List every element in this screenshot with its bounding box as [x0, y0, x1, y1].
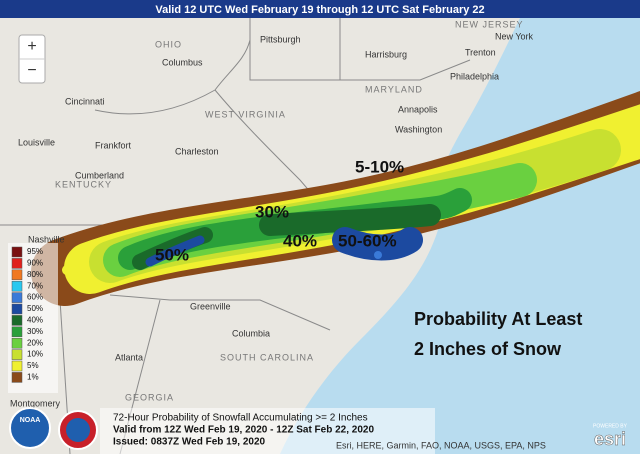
- legend-swatch: [11, 292, 23, 303]
- city-label: Harrisburg: [365, 49, 407, 59]
- legend-label: 90%: [27, 259, 43, 268]
- state-label: SOUTH CAROLINA: [220, 352, 314, 362]
- zoom-in[interactable]: +: [27, 38, 36, 55]
- contour-label: 50%: [155, 245, 189, 264]
- legend-label: 10%: [27, 350, 43, 359]
- legend-label: 20%: [27, 338, 43, 347]
- city-label: Montgomery: [10, 398, 61, 408]
- zoom-control[interactable]: + −: [18, 34, 46, 84]
- legend-swatch: [11, 280, 23, 292]
- overlay-title: 2 Inches of Snow: [414, 339, 562, 359]
- city-label: Cincinnati: [65, 96, 105, 106]
- noaa-text: NOAA: [20, 417, 41, 424]
- legend-swatch: [11, 372, 23, 383]
- city-label: Frankfort: [95, 140, 132, 150]
- legend-swatch: [11, 258, 23, 269]
- city-label: Greenville: [190, 301, 231, 311]
- legend-label: 5%: [27, 361, 39, 370]
- state-label: MARYLAND: [365, 84, 423, 94]
- legend-swatch: [11, 269, 23, 281]
- legend-label: 70%: [27, 281, 43, 290]
- city-label: Washington: [395, 124, 442, 134]
- legend-swatch: [11, 360, 23, 372]
- legend-label: 40%: [27, 316, 43, 325]
- nws-logo-inner: [66, 418, 90, 442]
- noaa-logo: [9, 407, 51, 449]
- contour-label: 5-10%: [355, 157, 404, 176]
- attribution: Esri, HERE, Garmin, FAO, NOAA, USGS, EPA…: [336, 440, 546, 450]
- state-label: GEORGIA: [125, 392, 174, 402]
- zoom-out[interactable]: −: [27, 62, 36, 79]
- state-label: NEW JERSEY: [455, 19, 524, 29]
- legend-label: 95%: [27, 247, 43, 256]
- legend: 95% 90% 80% 70% 60% 50% 40% 30% 20% 10% 5% 1%: [11, 246, 43, 383]
- overlay-title: Probability At Least: [414, 309, 582, 329]
- city-label: Columbia: [232, 328, 270, 338]
- legend-label: 60%: [27, 293, 43, 302]
- city-label: Cumberland: [75, 170, 124, 180]
- state-label: OHIO: [155, 39, 182, 49]
- legend-swatch: [11, 349, 23, 360]
- contour-label: 40%: [283, 231, 317, 250]
- contour-label: 30%: [255, 202, 289, 221]
- legend-swatch: [11, 246, 23, 258]
- city-label: Charleston: [175, 146, 219, 156]
- header-text: Valid 12 UTC Wed February 19 through 12 …: [155, 4, 484, 16]
- legend-label: 30%: [27, 327, 43, 336]
- caption: 72-Hour Probability of Snowfall Accumula…: [113, 413, 368, 424]
- city-label: Nashville: [28, 234, 65, 244]
- legend-swatch: [11, 337, 23, 349]
- legend-label: 80%: [27, 270, 43, 279]
- city-label: Trenton: [465, 47, 496, 57]
- city-label: Philadelphia: [450, 71, 499, 81]
- esri-powered: POWERED BY: [593, 423, 628, 429]
- caption-box: [100, 408, 435, 454]
- legend-swatch: [11, 326, 23, 338]
- contour-label: 50-60%: [338, 231, 397, 250]
- legend-swatch: [11, 315, 23, 326]
- legend-label: 50%: [27, 304, 43, 313]
- city-label: Pittsburgh: [260, 34, 301, 44]
- city-label: New York: [495, 31, 534, 41]
- city-label: Columbus: [162, 57, 203, 67]
- header-bar: [0, 0, 640, 18]
- city-label: Annapolis: [398, 104, 438, 114]
- snow-bands: [31, 91, 640, 306]
- state-label: WEST VIRGINIA: [205, 109, 286, 119]
- legend-label: 1%: [27, 373, 39, 382]
- city-label: Atlanta: [115, 352, 143, 362]
- city-label: Louisville: [18, 137, 55, 147]
- esri-logo: esri: [594, 429, 626, 449]
- caption: Valid from 12Z Wed Feb 19, 2020 - 12Z Sa…: [113, 425, 374, 436]
- legend-swatch: [11, 303, 23, 315]
- place-labels: Pittsburgh Harrisburg New York Trenton P…: [10, 19, 534, 408]
- caption: Issued: 0837Z Wed Feb 19, 2020: [113, 437, 266, 448]
- state-label: KENTUCKY: [55, 179, 112, 189]
